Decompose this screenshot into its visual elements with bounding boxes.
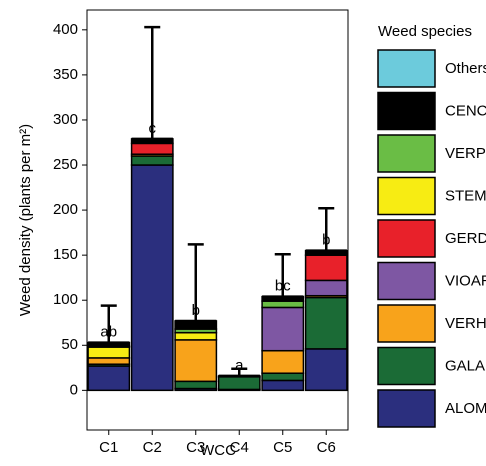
legend-label: VIOAR [445, 272, 486, 289]
bar-segment [87, 346, 131, 359]
bar-segment [261, 306, 305, 352]
annotation: c [149, 120, 157, 137]
bar-segment [304, 348, 348, 392]
legend-label: ALOMY [445, 400, 486, 417]
x-tick-label: C4 [230, 439, 249, 456]
x-tick-label: C6 [317, 439, 336, 456]
legend-swatch [377, 389, 436, 428]
legend-label: VERPE [445, 145, 486, 162]
legend-swatch [377, 134, 436, 173]
legend-swatch [377, 346, 436, 386]
bar-segment [261, 372, 305, 382]
annotation: a [235, 357, 244, 374]
x-tick-label: C1 [99, 439, 118, 456]
bar-segment [304, 279, 348, 297]
legend-swatch [377, 261, 436, 301]
legend-swatch [377, 49, 436, 88]
bar-segment [261, 349, 305, 374]
plot-frame [86, 9, 349, 431]
y-tick-label: 50 [61, 336, 78, 353]
bar-segment [261, 300, 305, 309]
annotation: b [192, 302, 200, 319]
legend-label: GALAP [445, 357, 486, 374]
y-tick-label: 250 [53, 156, 78, 173]
legend-label: CENCY [445, 102, 486, 119]
annotation: bc [275, 278, 291, 295]
y-tick-label: 150 [53, 246, 78, 263]
y-tick-label: 100 [53, 291, 78, 308]
bar-segment [174, 380, 218, 390]
bar-segment [130, 155, 174, 166]
legend-swatch [377, 219, 436, 258]
bar-segment [130, 164, 174, 392]
legend-swatch [377, 91, 436, 131]
y-tick-label: 350 [53, 66, 78, 83]
legend-swatch [377, 176, 436, 216]
bar-segment [261, 379, 305, 392]
bar-segment [304, 254, 348, 282]
y-tick-label: 0 [70, 381, 78, 398]
x-tick-label: C3 [186, 439, 205, 456]
x-tick-label: C2 [143, 439, 162, 456]
y-tick-label: 200 [53, 201, 78, 218]
x-axis-title: WCC [200, 442, 236, 459]
legend-label: VERHE [445, 315, 486, 332]
y-axis-title: Weed density (plants per m²) [17, 124, 34, 316]
annotation: b [322, 232, 330, 249]
legend-label: Others [445, 60, 486, 77]
annotation: ab [100, 324, 117, 341]
y-tick-label: 300 [53, 111, 78, 128]
bar-segment [87, 365, 131, 392]
legend-title: Weed species [378, 23, 472, 40]
x-tick-label: C5 [273, 439, 292, 456]
legend-label: STEME [445, 187, 486, 204]
bar-segment [304, 296, 348, 350]
bar-segment [174, 339, 218, 383]
legend-swatch [377, 304, 436, 343]
bar-segment [217, 376, 261, 391]
y-tick-label: 400 [53, 21, 78, 38]
legend-label: GERDI [445, 230, 486, 247]
bar-segment [174, 331, 218, 341]
bar-segment [87, 357, 131, 365]
bar-segment [130, 142, 174, 155]
